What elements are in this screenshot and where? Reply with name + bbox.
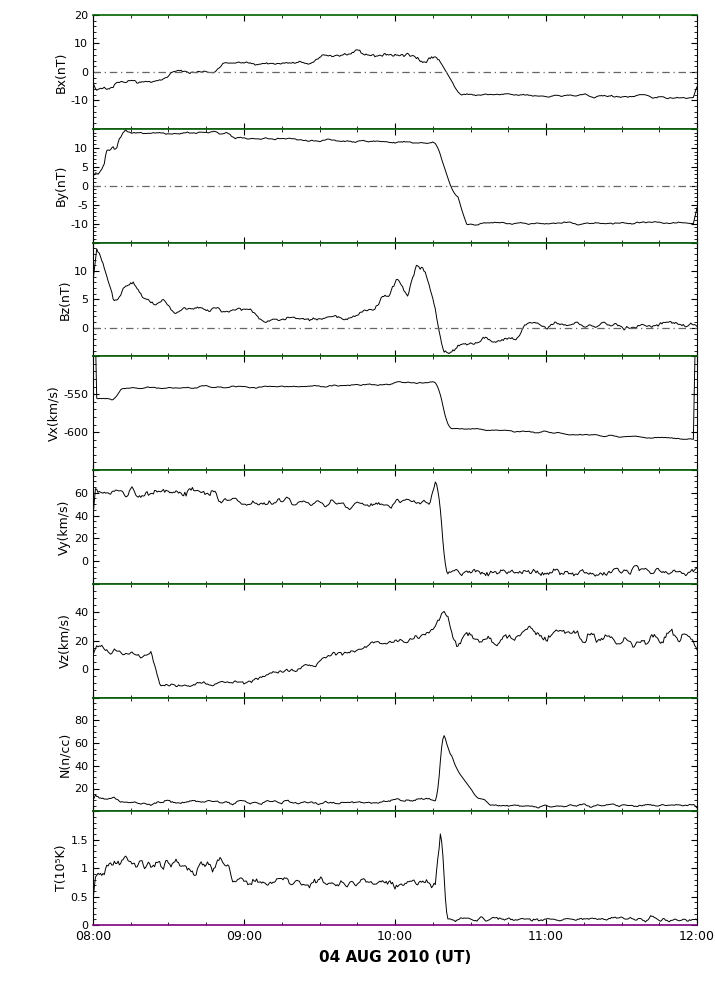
Y-axis label: Bz(nT): Bz(nT) [59,279,72,320]
Y-axis label: By(nT): By(nT) [54,165,67,206]
Y-axis label: Bx(nT): Bx(nT) [54,51,67,93]
Y-axis label: N(n/cc): N(n/cc) [58,732,72,777]
Y-axis label: Vx(km/s): Vx(km/s) [47,385,60,441]
Y-axis label: Vy(km/s): Vy(km/s) [58,499,72,555]
Y-axis label: Vz(km/s): Vz(km/s) [58,613,72,668]
X-axis label: 04 AUG 2010 (UT): 04 AUG 2010 (UT) [319,950,471,965]
Y-axis label: T(10⁵K): T(10⁵K) [54,845,68,891]
